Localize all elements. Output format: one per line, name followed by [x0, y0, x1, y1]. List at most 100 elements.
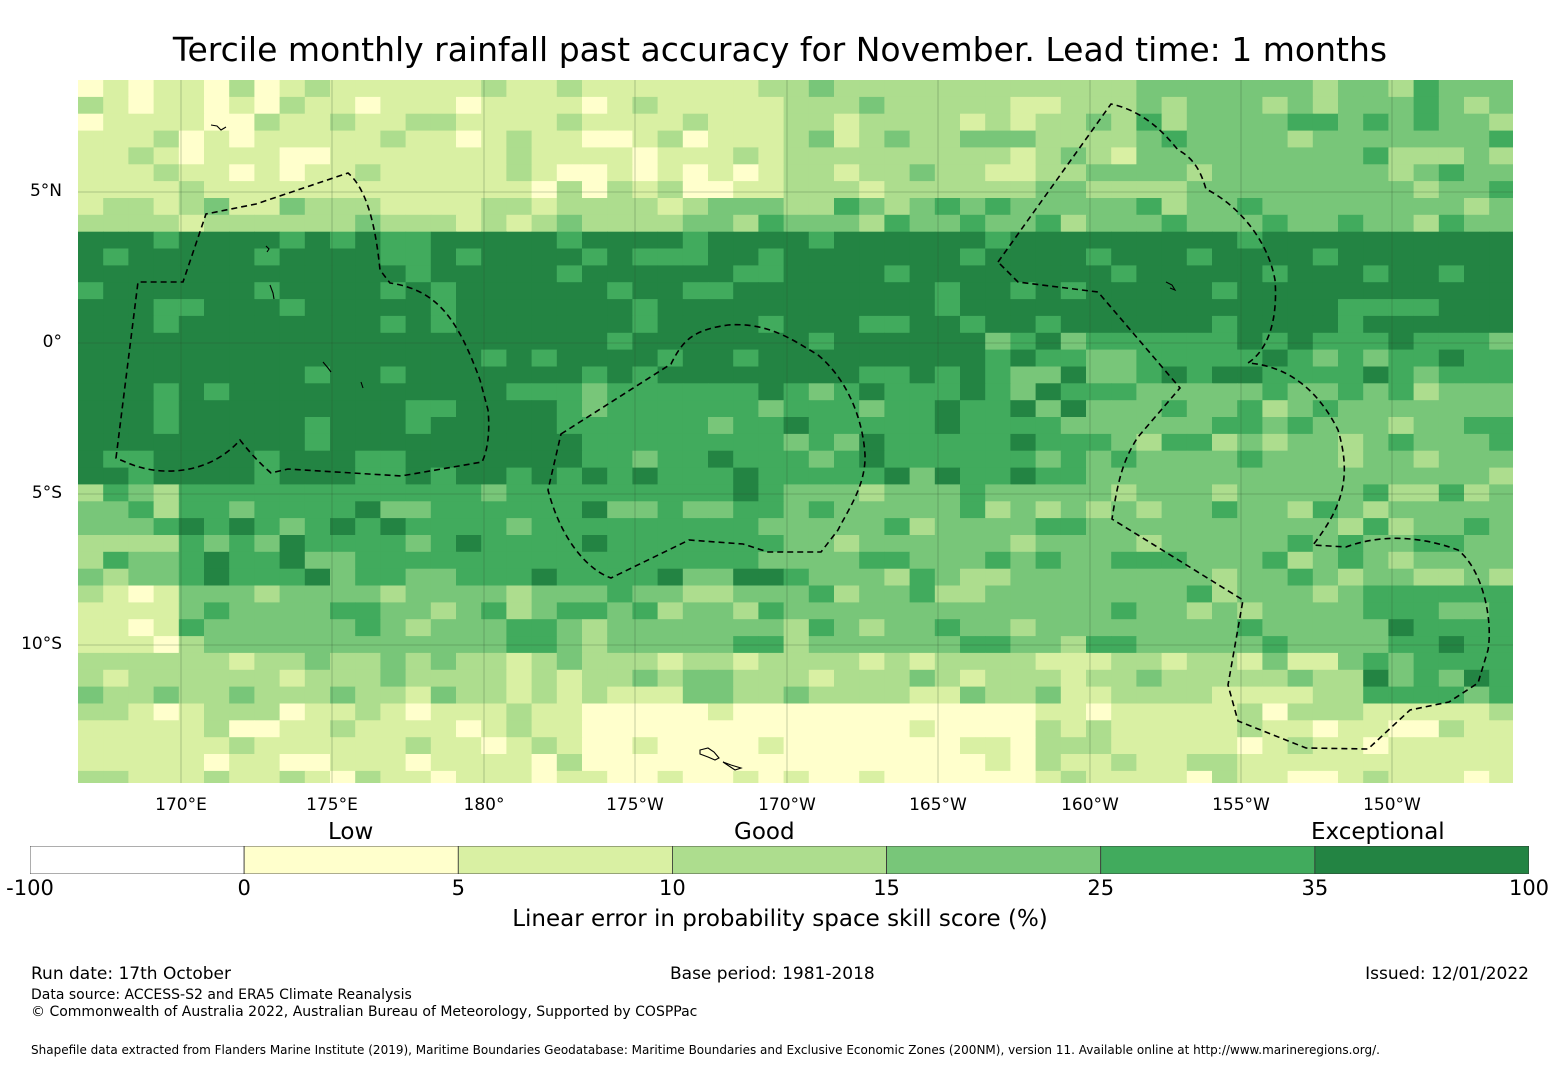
skill-cell [607, 686, 633, 704]
skill-cell [506, 619, 533, 637]
skill-cell [808, 669, 835, 688]
skill-cell [1086, 535, 1112, 553]
skill-cell [1312, 619, 1339, 637]
skill-cell [380, 433, 407, 452]
skill-cell [934, 669, 961, 688]
skill-cell [1161, 484, 1188, 502]
skill-cell [229, 417, 255, 435]
skill-cell [884, 770, 911, 783]
skill-cell [985, 568, 1011, 587]
skill-cell [103, 518, 129, 536]
skill-cell [808, 96, 835, 115]
skill-cell [733, 231, 759, 250]
skill-cell [682, 720, 709, 738]
skill-cell [531, 417, 558, 435]
skill-cell [582, 349, 608, 367]
skill-cell [1262, 113, 1289, 132]
skill-cell [1136, 164, 1163, 182]
skill-cell [960, 619, 986, 637]
skill-cell [1438, 686, 1465, 704]
skill-cell [607, 248, 633, 266]
skill-cell [909, 737, 936, 755]
skill-cell [708, 484, 734, 502]
skill-cell [1060, 349, 1087, 367]
skill-cell [758, 551, 785, 570]
skill-cell [128, 366, 155, 384]
skill-cell [1338, 737, 1364, 755]
skill-cell [960, 366, 986, 384]
skill-cell [78, 585, 104, 603]
skill-cell [153, 703, 180, 721]
skill-cell [430, 602, 457, 620]
skill-cell [128, 652, 155, 671]
skill-cell [708, 585, 734, 603]
skill-cell [1363, 299, 1389, 317]
skill-cell [708, 568, 734, 587]
skill-cell [657, 669, 684, 688]
skill-cell [1312, 585, 1339, 603]
skill-cell [481, 551, 507, 570]
skill-cell [254, 433, 281, 452]
skill-cell [229, 467, 255, 485]
skill-cell [1060, 501, 1087, 519]
skill-cell [1464, 113, 1490, 132]
skill-cell [229, 366, 255, 384]
skill-cell [1388, 686, 1415, 704]
skill-cell [808, 585, 835, 603]
skill-cell [607, 636, 633, 654]
skill-cell [758, 248, 785, 266]
skill-cell [279, 703, 306, 721]
skill-cell [1363, 770, 1389, 783]
skill-cell [330, 265, 356, 283]
skill-cell [430, 652, 457, 671]
skill-cell [330, 754, 356, 772]
skill-cell [456, 366, 482, 384]
skill-cell [834, 551, 860, 570]
skill-cell [808, 400, 835, 418]
skill-cell [632, 669, 659, 688]
skill-cell [1312, 433, 1339, 452]
skill-cell [934, 96, 961, 115]
skill-cell [1237, 602, 1263, 620]
skill-cell [1413, 147, 1440, 165]
skill-cell [103, 669, 129, 688]
skill-cell [405, 265, 432, 283]
skill-cell [531, 551, 558, 570]
skill-cell [78, 450, 104, 469]
skill-cell [733, 518, 759, 536]
skill-cell [103, 467, 129, 485]
skill-cell [506, 383, 533, 401]
skill-cell [1489, 147, 1513, 165]
skill-cell [254, 450, 281, 469]
skill-cell [279, 332, 306, 351]
skill-cell [128, 198, 155, 216]
skill-cell [279, 551, 306, 570]
skill-cell [355, 737, 381, 755]
skill-cell [657, 467, 684, 485]
skill-cell [808, 198, 835, 216]
skill-cell [128, 551, 155, 570]
skill-cell [355, 568, 381, 587]
skill-cell [1287, 265, 1314, 283]
skill-cell [128, 501, 155, 519]
skill-cell [153, 147, 180, 165]
skill-cell [884, 433, 911, 452]
skill-cell [1464, 703, 1490, 721]
skill-cell [531, 214, 558, 233]
skill-cell [985, 450, 1011, 469]
skill-cell [481, 366, 507, 384]
skill-cell [304, 147, 331, 165]
skill-cell [1111, 535, 1137, 553]
skill-cell [859, 585, 885, 603]
skill-cell [1010, 501, 1037, 519]
skill-cell [834, 400, 860, 418]
skill-cell [758, 332, 785, 351]
skill-cell [834, 80, 860, 98]
skill-cell [128, 214, 155, 233]
skill-cell [178, 450, 205, 469]
skill-cell [1212, 299, 1238, 317]
skill-cell [632, 636, 659, 654]
skill-cell [1438, 754, 1465, 772]
skill-cell [1161, 282, 1188, 300]
skill-cell [1489, 754, 1513, 772]
